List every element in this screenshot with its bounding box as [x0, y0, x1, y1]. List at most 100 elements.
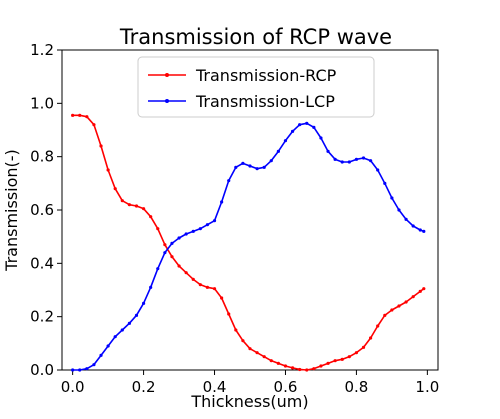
data-point-transmission-rcp: [354, 351, 359, 355]
legend-box: [137, 56, 375, 118]
series-line-transmission-rcp: [72, 114, 425, 371]
data-point-transmission-lcp: [283, 139, 288, 143]
data-point-transmission-lcp: [113, 335, 117, 339]
data-point-transmission-lcp: [411, 224, 415, 228]
data-point-transmission-lcp: [156, 267, 160, 271]
data-point-transmission-rcp: [99, 144, 103, 148]
data-point-transmission-lcp: [404, 217, 408, 221]
data-point-transmission-lcp: [241, 161, 245, 165]
data-point-transmission-rcp: [113, 187, 117, 191]
data-point-transmission-rcp: [404, 300, 408, 304]
data-point-transmission-lcp: [369, 159, 373, 163]
data-point-transmission-lcp: [198, 227, 202, 231]
data-point-transmission-rcp: [163, 243, 167, 247]
x-tick-label: 0.6: [274, 378, 298, 396]
data-point-transmission-lcp: [340, 160, 344, 164]
data-point-transmission-lcp: [134, 313, 139, 317]
data-point-transmission-lcp: [234, 165, 238, 169]
x-tick-label: 0.8: [344, 378, 368, 396]
x-tick-label: 0.4: [203, 378, 227, 396]
data-point-transmission-rcp: [312, 367, 316, 371]
data-point-transmission-rcp: [262, 355, 266, 359]
data-point-transmission-lcp: [305, 121, 309, 125]
data-point-transmission-rcp: [333, 359, 337, 363]
y-tick-label: 1.2: [30, 41, 54, 59]
x-tick-label: 1.0: [415, 378, 439, 396]
data-point-transmission-rcp: [241, 339, 245, 343]
data-point-transmission-rcp: [170, 255, 174, 259]
data-point-transmission-lcp: [312, 125, 316, 129]
data-point-transmission-rcp: [134, 204, 139, 208]
x-axis-label: Thickness(um): [190, 392, 308, 411]
data-point-transmission-lcp: [212, 219, 217, 223]
data-point-transmission-rcp: [212, 287, 217, 291]
data-point-transmission-rcp: [149, 215, 153, 219]
data-point-transmission-lcp: [163, 251, 167, 255]
data-point-transmission-lcp: [361, 156, 366, 160]
data-point-transmission-rcp: [383, 313, 387, 317]
data-point-transmission-rcp: [422, 287, 426, 291]
data-point-transmission-rcp: [156, 227, 160, 231]
data-point-transmission-lcp: [383, 181, 387, 185]
data-point-transmission-rcp: [283, 364, 288, 368]
data-point-transmission-lcp: [248, 164, 252, 168]
data-point-transmission-lcp: [191, 229, 195, 233]
data-point-transmission-rcp: [120, 199, 124, 203]
data-point-transmission-rcp: [127, 203, 131, 207]
data-point-transmission-rcp: [276, 361, 280, 365]
data-point-transmission-lcp: [177, 236, 181, 240]
data-point-transmission-rcp: [227, 312, 231, 316]
y-tick-label: 0.8: [30, 148, 54, 166]
data-point-transmission-rcp: [191, 277, 195, 281]
data-point-transmission-rcp: [290, 366, 295, 370]
data-point-transmission-lcp: [354, 157, 359, 161]
data-point-transmission-rcp: [347, 355, 351, 359]
series-layer: [71, 113, 426, 372]
data-point-transmission-lcp: [298, 123, 302, 127]
data-point-transmission-rcp: [298, 367, 302, 372]
data-point-transmission-lcp: [376, 168, 380, 172]
legend: Transmission-RCP Transmission-LCP: [137, 56, 375, 118]
data-point-transmission-lcp: [99, 353, 103, 357]
data-point-transmission-lcp: [276, 149, 280, 153]
legend-marker-transmission-rcp: [165, 73, 169, 77]
data-point-transmission-lcp: [347, 160, 351, 164]
data-point-transmission-lcp: [106, 344, 110, 348]
data-point-transmission-lcp: [141, 301, 146, 305]
data-point-transmission-rcp: [411, 295, 415, 299]
data-point-transmission-rcp: [205, 285, 210, 289]
y-tick-label: 1.0: [30, 94, 54, 112]
data-point-transmission-lcp: [127, 321, 131, 325]
legend-marker-transmission-lcp: [165, 99, 169, 103]
legend-label-transmission-rcp: Transmission-RCP: [195, 66, 337, 85]
data-point-transmission-lcp: [71, 368, 75, 372]
data-point-transmission-lcp: [319, 136, 323, 140]
y-tick-label: 0.0: [30, 361, 54, 379]
data-point-transmission-lcp: [418, 228, 422, 232]
data-point-transmission-lcp: [326, 149, 330, 153]
data-point-transmission-lcp: [220, 200, 224, 204]
y-tick-label: 0.4: [30, 254, 54, 272]
data-point-transmission-lcp: [78, 368, 82, 372]
data-point-transmission-rcp: [248, 347, 252, 351]
data-point-transmission-lcp: [149, 285, 153, 289]
legend-label-transmission-lcp: Transmission-LCP: [195, 92, 335, 111]
data-point-transmission-rcp: [305, 368, 309, 372]
data-point-transmission-lcp: [422, 229, 426, 233]
data-point-transmission-rcp: [198, 283, 202, 287]
data-point-transmission-rcp: [184, 271, 188, 275]
data-point-transmission-rcp: [106, 168, 110, 172]
data-point-transmission-lcp: [255, 167, 259, 171]
data-point-transmission-lcp: [85, 367, 89, 371]
data-point-transmission-rcp: [141, 207, 146, 211]
data-point-transmission-lcp: [390, 196, 394, 200]
y-tick-label: 0.2: [30, 308, 54, 326]
data-point-transmission-rcp: [340, 357, 344, 361]
x-tick-label: 0.0: [61, 378, 85, 396]
data-point-transmission-rcp: [220, 296, 224, 300]
y-tick-label: 0.6: [30, 201, 54, 219]
data-point-transmission-rcp: [92, 123, 96, 127]
x-axis: 0.0 0.2 0.4 0.6 0.8 1.0: [61, 370, 439, 396]
x-tick-label: 0.2: [132, 378, 156, 396]
